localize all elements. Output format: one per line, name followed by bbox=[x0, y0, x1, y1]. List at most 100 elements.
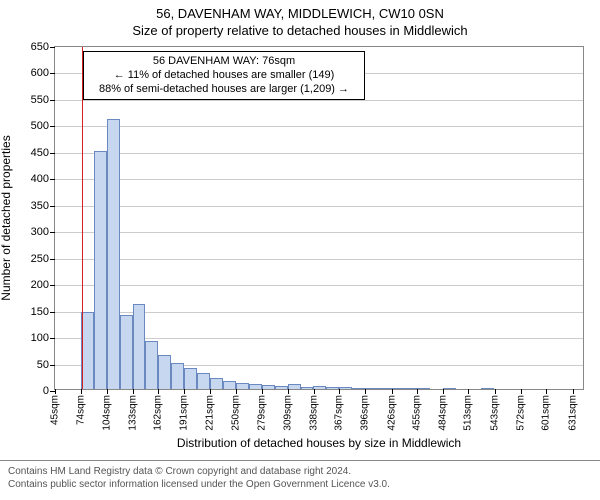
ytick-label: 300 bbox=[31, 226, 55, 238]
xtick-mark bbox=[521, 389, 522, 394]
histogram-bar bbox=[197, 373, 210, 389]
histogram-bar bbox=[443, 388, 456, 389]
histogram-bar bbox=[120, 315, 133, 389]
histogram-bar bbox=[301, 387, 314, 389]
xtick-mark bbox=[339, 389, 340, 394]
histogram-bar bbox=[404, 388, 417, 389]
histogram-bar bbox=[481, 388, 494, 389]
xtick-label: 250sqm bbox=[231, 395, 242, 431]
histogram-bar bbox=[210, 378, 223, 389]
histogram-bar bbox=[133, 304, 146, 389]
xtick-mark bbox=[443, 389, 444, 394]
histogram-bar bbox=[249, 384, 262, 389]
xtick-mark bbox=[392, 389, 393, 394]
histogram-bar bbox=[352, 388, 365, 389]
title-address: 56, DAVENHAM WAY, MIDDLEWICH, CW10 0SN bbox=[0, 0, 600, 21]
xtick-label: 279sqm bbox=[256, 395, 267, 431]
xtick-mark bbox=[210, 389, 211, 394]
xtick-label: 484sqm bbox=[437, 395, 448, 431]
gridline bbox=[55, 153, 583, 154]
xtick-label: 162sqm bbox=[153, 395, 164, 431]
xtick-label: 543sqm bbox=[489, 395, 500, 431]
xtick-mark bbox=[184, 389, 185, 394]
xtick-mark bbox=[236, 389, 237, 394]
footer: Contains HM Land Registry data © Crown c… bbox=[0, 460, 600, 495]
xtick-label: 221sqm bbox=[205, 395, 216, 431]
footer-line: Contains HM Land Registry data © Crown c… bbox=[8, 465, 592, 478]
histogram-bar bbox=[288, 384, 301, 389]
histogram-bar bbox=[313, 386, 326, 389]
annotation-line: 56 DAVENHAM WAY: 76sqm bbox=[90, 55, 358, 69]
histogram-bar bbox=[378, 388, 391, 389]
xtick-mark bbox=[55, 389, 56, 394]
xtick-label: 513sqm bbox=[463, 395, 474, 431]
xtick-label: 367sqm bbox=[334, 395, 345, 431]
ytick-label: 600 bbox=[31, 67, 55, 79]
ytick-label: 500 bbox=[31, 120, 55, 132]
xtick-mark bbox=[262, 389, 263, 394]
xtick-label: 191sqm bbox=[178, 395, 189, 431]
gridline bbox=[55, 126, 583, 127]
histogram-bar bbox=[171, 363, 184, 389]
xtick-label: 426sqm bbox=[386, 395, 397, 431]
ytick-label: 550 bbox=[31, 94, 55, 106]
histogram-bar bbox=[158, 355, 171, 389]
xtick-mark bbox=[417, 389, 418, 394]
histogram-bar bbox=[145, 341, 158, 389]
xtick-label: 133sqm bbox=[127, 395, 138, 431]
gridline bbox=[55, 285, 583, 286]
chart-container: 56, DAVENHAM WAY, MIDDLEWICH, CW10 0SN S… bbox=[0, 0, 600, 500]
footer-line: Contains public sector information licen… bbox=[8, 478, 592, 491]
histogram-bar bbox=[184, 368, 197, 389]
histogram-bar bbox=[365, 388, 378, 389]
ytick-label: 250 bbox=[31, 253, 55, 265]
ytick-label: 350 bbox=[31, 200, 55, 212]
histogram-bar bbox=[94, 151, 107, 389]
annotation-line: ← 11% of detached houses are smaller (14… bbox=[90, 69, 358, 83]
ytick-label: 400 bbox=[31, 173, 55, 185]
xtick-label: 572sqm bbox=[515, 395, 526, 431]
histogram-bar bbox=[339, 387, 352, 389]
ytick-label: 50 bbox=[37, 359, 55, 371]
x-axis-label: Distribution of detached houses by size … bbox=[177, 436, 461, 450]
ytick-label: 450 bbox=[31, 147, 55, 159]
xtick-label: 338sqm bbox=[308, 395, 319, 431]
histogram-bar bbox=[236, 383, 249, 389]
xtick-mark bbox=[314, 389, 315, 394]
xtick-mark bbox=[158, 389, 159, 394]
xtick-mark bbox=[288, 389, 289, 394]
annotation-box: 56 DAVENHAM WAY: 76sqm ← 11% of detached… bbox=[83, 51, 365, 100]
gridline bbox=[55, 232, 583, 233]
gridline bbox=[55, 259, 583, 260]
xtick-mark bbox=[468, 389, 469, 394]
histogram-bar bbox=[326, 387, 339, 389]
histogram-bar bbox=[417, 388, 430, 389]
xtick-label: 396sqm bbox=[360, 395, 371, 431]
xtick-label: 455sqm bbox=[412, 395, 423, 431]
xtick-mark bbox=[546, 389, 547, 394]
ytick-label: 100 bbox=[31, 332, 55, 344]
xtick-mark bbox=[133, 389, 134, 394]
histogram-bar bbox=[107, 119, 120, 389]
histogram-bar bbox=[275, 386, 288, 389]
xtick-mark bbox=[365, 389, 366, 394]
ytick-label: 150 bbox=[31, 306, 55, 318]
xtick-label: 309sqm bbox=[283, 395, 294, 431]
histogram-bar bbox=[223, 381, 236, 389]
gridline bbox=[55, 179, 583, 180]
xtick-label: 74sqm bbox=[75, 395, 86, 425]
xtick-mark bbox=[107, 389, 108, 394]
xtick-mark bbox=[81, 389, 82, 394]
xtick-label: 45sqm bbox=[50, 395, 61, 425]
gridline bbox=[55, 206, 583, 207]
annotation-line: 88% of semi-detached houses are larger (… bbox=[90, 83, 358, 97]
y-axis-label: Number of detached properties bbox=[0, 135, 13, 300]
title-subtitle: Size of property relative to detached ho… bbox=[0, 21, 600, 38]
xtick-mark bbox=[573, 389, 574, 394]
xtick-label: 601sqm bbox=[541, 395, 552, 431]
ytick-label: 650 bbox=[31, 41, 55, 53]
xtick-mark bbox=[495, 389, 496, 394]
histogram-bar bbox=[391, 388, 404, 389]
xtick-label: 104sqm bbox=[102, 395, 113, 431]
histogram-bar bbox=[262, 385, 275, 389]
